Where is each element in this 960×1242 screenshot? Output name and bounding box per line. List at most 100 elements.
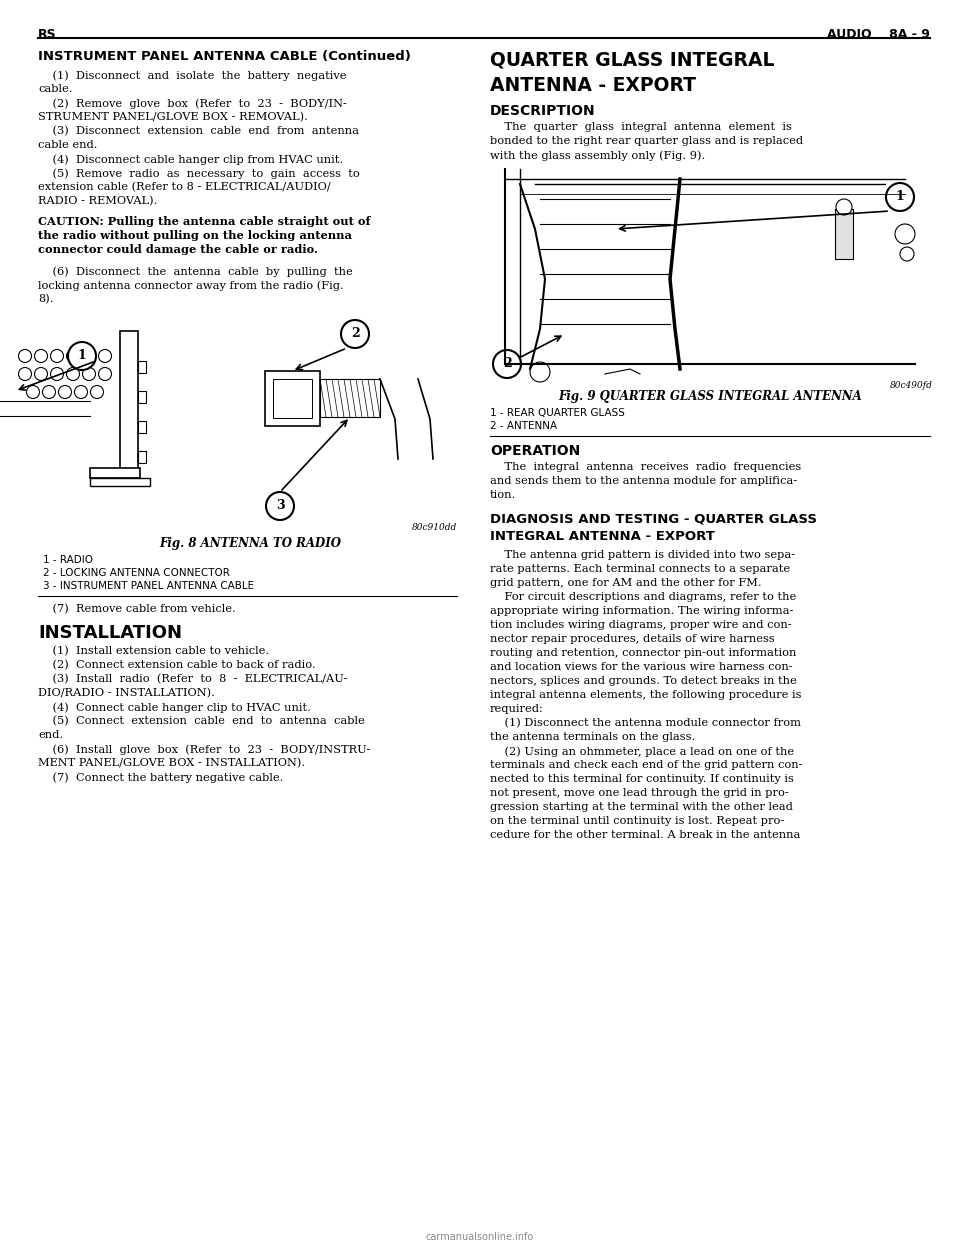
Text: (3)  Install  radio  (Refer  to  8  -  ELECTRICAL/AU-: (3) Install radio (Refer to 8 - ELECTRIC… [38,674,348,684]
Circle shape [18,349,32,363]
Circle shape [895,224,915,243]
Text: tion.: tion. [490,491,516,501]
Circle shape [99,349,111,363]
Text: cable.: cable. [38,84,73,94]
Text: 80c490fd: 80c490fd [890,381,933,390]
Text: 3: 3 [276,499,284,512]
Circle shape [66,368,80,380]
Text: tion includes wiring diagrams, proper wire and con-: tion includes wiring diagrams, proper wi… [490,620,792,630]
Text: not present, move one lead through the grid in pro-: not present, move one lead through the g… [490,787,789,799]
Text: The antenna grid pattern is divided into two sepa-: The antenna grid pattern is divided into… [490,550,795,560]
Text: cable end.: cable end. [38,140,98,150]
Circle shape [35,349,47,363]
Text: (2)  Connect extension cable to back of radio.: (2) Connect extension cable to back of r… [38,660,316,671]
Bar [485,169,935,384]
Text: on the terminal until continuity is lost. Repeat pro-: on the terminal until continuity is lost… [490,816,784,826]
Text: 2 - LOCKING ANTENNA CONNECTOR: 2 - LOCKING ANTENNA CONNECTOR [43,568,229,578]
Text: (5)  Connect  extension  cable  end  to  antenna  cable: (5) Connect extension cable end to anten… [38,715,365,727]
Circle shape [493,350,521,378]
Bar [265,371,320,426]
Text: For circuit descriptions and diagrams, refer to the: For circuit descriptions and diagrams, r… [490,592,796,602]
Text: extension cable (Refer to 8 - ELECTRICAL/AUDIO/: extension cable (Refer to 8 - ELECTRICAL… [38,183,331,193]
Text: (7)  Remove cable from vehicle.: (7) Remove cable from vehicle. [38,604,236,615]
Text: with the glass assembly only (Fig. 9).: with the glass assembly only (Fig. 9). [490,150,706,160]
Bar [138,391,146,402]
Circle shape [83,349,95,363]
Circle shape [341,320,369,348]
Text: the radio without pulling on the locking antenna: the radio without pulling on the locking… [38,230,352,241]
Text: (2)  Remove  glove  box  (Refer  to  23  -  BODY/IN-: (2) Remove glove box (Refer to 23 - BODY… [38,98,347,108]
Text: 1: 1 [78,349,86,361]
Text: 1 - RADIO: 1 - RADIO [43,555,93,565]
Text: (4)  Disconnect cable hanger clip from HVAC unit.: (4) Disconnect cable hanger clip from HV… [38,154,343,164]
Text: (1)  Disconnect  and  isolate  the  battery  negative: (1) Disconnect and isolate the battery n… [38,70,347,81]
Text: CAUTION: Pulling the antenna cable straight out of: CAUTION: Pulling the antenna cable strai… [38,216,371,227]
Circle shape [836,199,852,215]
Circle shape [59,385,71,399]
Text: (1)  Install extension cable to vehicle.: (1) Install extension cable to vehicle. [38,646,269,656]
Circle shape [68,342,96,370]
Text: INTEGRAL ANTENNA - EXPORT: INTEGRAL ANTENNA - EXPORT [490,530,715,543]
Bar [120,332,138,486]
Bar [320,379,380,417]
Text: bonded to the right rear quarter glass and is replaced: bonded to the right rear quarter glass a… [490,137,804,147]
Circle shape [51,349,63,363]
Bar [90,478,150,486]
Circle shape [266,492,294,520]
Text: 2: 2 [503,356,512,370]
Text: carmanualsonline.info: carmanualsonline.info [426,1232,534,1242]
Bar [835,209,853,260]
Text: 8).: 8). [38,294,54,304]
Text: RADIO - REMOVAL).: RADIO - REMOVAL). [38,196,157,206]
Text: nector repair procedures, details of wire harness: nector repair procedures, details of wir… [490,633,775,645]
Text: MENT PANEL/GLOVE BOX - INSTALLATION).: MENT PANEL/GLOVE BOX - INSTALLATION). [38,758,305,769]
Circle shape [99,368,111,380]
Circle shape [66,349,80,363]
Text: nectors, splices and grounds. To detect breaks in the: nectors, splices and grounds. To detect … [490,676,797,686]
Text: 2: 2 [350,327,359,340]
Text: 1: 1 [896,190,904,202]
Circle shape [886,183,914,211]
Text: routing and retention, connector pin-out information: routing and retention, connector pin-out… [490,648,797,658]
Text: DESCRIPTION: DESCRIPTION [490,104,595,118]
Text: grid pattern, one for AM and the other for FM.: grid pattern, one for AM and the other f… [490,578,761,587]
Text: (7)  Connect the battery negative cable.: (7) Connect the battery negative cable. [38,773,283,782]
Text: OPERATION: OPERATION [490,443,580,458]
Text: terminals and check each end of the grid pattern con-: terminals and check each end of the grid… [490,760,803,770]
Text: Fig. 9 QUARTER GLASS INTEGRAL ANTENNA: Fig. 9 QUARTER GLASS INTEGRAL ANTENNA [558,390,862,402]
Bar [138,451,146,463]
Text: gression starting at the terminal with the other lead: gression starting at the terminal with t… [490,802,793,812]
Bar [138,421,146,433]
Text: and location views for the various wire harness con-: and location views for the various wire … [490,662,793,672]
Bar [273,379,312,419]
Text: integral antenna elements, the following procedure is: integral antenna elements, the following… [490,691,802,700]
Text: (5)  Remove  radio  as  necessary  to  gain  access  to: (5) Remove radio as necessary to gain ac… [38,168,360,179]
Text: INSTALLATION: INSTALLATION [38,623,182,642]
Text: The  quarter  glass  integral  antenna  element  is: The quarter glass integral antenna eleme… [490,122,792,132]
Text: (3)  Disconnect  extension  cable  end  from  antenna: (3) Disconnect extension cable end from … [38,125,359,137]
Text: (6)  Install  glove  box  (Refer  to  23  -  BODY/INSTRU-: (6) Install glove box (Refer to 23 - BOD… [38,744,371,755]
Text: locking antenna connector away from the radio (Fig.: locking antenna connector away from the … [38,279,344,291]
Text: ANTENNA - EXPORT: ANTENNA - EXPORT [490,76,696,94]
Text: AUDIO    8A - 9: AUDIO 8A - 9 [828,29,930,41]
Text: required:: required: [490,704,543,714]
Circle shape [18,368,32,380]
Circle shape [530,361,550,383]
Text: end.: end. [38,730,63,740]
Circle shape [35,368,47,380]
Text: The  integral  antenna  receives  radio  frequencies: The integral antenna receives radio freq… [490,462,802,472]
Bar [138,361,146,373]
Text: (4)  Connect cable hanger clip to HVAC unit.: (4) Connect cable hanger clip to HVAC un… [38,702,311,713]
Text: 1 - REAR QUARTER GLASS: 1 - REAR QUARTER GLASS [490,409,625,419]
Text: nected to this terminal for continuity. If continuity is: nected to this terminal for continuity. … [490,774,794,784]
Text: cedure for the other terminal. A break in the antenna: cedure for the other terminal. A break i… [490,830,801,840]
Circle shape [27,385,39,399]
Circle shape [83,368,95,380]
Text: appropriate wiring information. The wiring informa-: appropriate wiring information. The wiri… [490,606,793,616]
Circle shape [51,368,63,380]
Text: QUARTER GLASS INTEGRAL: QUARTER GLASS INTEGRAL [490,50,775,70]
Text: INSTRUMENT PANEL ANTENNA CABLE (Continued): INSTRUMENT PANEL ANTENNA CABLE (Continue… [38,50,411,63]
Text: (1) Disconnect the antenna module connector from: (1) Disconnect the antenna module connec… [490,718,801,728]
Circle shape [900,247,914,261]
Circle shape [75,385,87,399]
